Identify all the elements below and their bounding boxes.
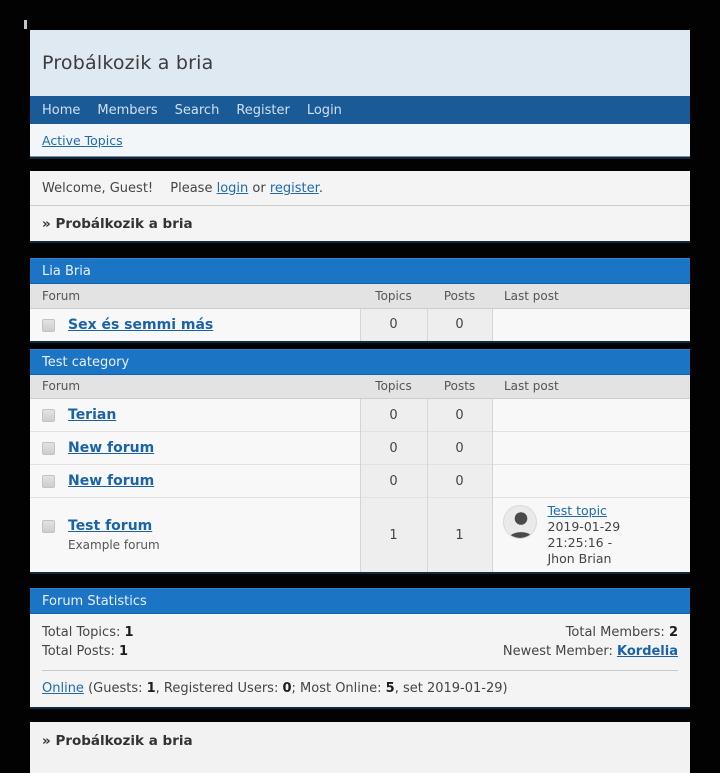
breadcrumb-symbol: »	[42, 216, 51, 232]
last-post-cell	[492, 431, 690, 465]
online-link[interactable]: Online	[42, 681, 84, 696]
breadcrumb-title: Probálkozik a bria	[55, 216, 193, 232]
topics-count: 0	[359, 431, 428, 465]
welcome-or: or	[252, 181, 266, 196]
statistics-header: Forum Statistics	[30, 588, 690, 614]
breadcrumb: » Probálkozik a bria	[30, 206, 690, 241]
posts-count: 0	[426, 431, 493, 465]
forum-status-icon	[42, 475, 55, 488]
column-header-last-post: Last post	[492, 374, 690, 399]
forum-link[interactable]: Sex és semmi más	[68, 316, 214, 333]
column-header-posts: Posts	[427, 374, 492, 399]
newest-member: Newest Member: Kordelia	[502, 644, 678, 659]
table-row: New forum 0 0	[30, 431, 690, 465]
newest-member-link[interactable]: Kordelia	[617, 644, 678, 659]
table-row: New forum 0 0	[30, 464, 690, 498]
category-header: Test category	[30, 348, 690, 375]
forum-link[interactable]: New forum	[68, 440, 155, 456]
nav-item-home[interactable]: Home	[42, 102, 81, 118]
main-navigation: Home Members Search Register Login	[30, 96, 690, 124]
breadcrumb-symbol: »	[42, 733, 51, 749]
active-topics-link[interactable]: Active Topics	[42, 132, 123, 148]
table-header-row: Forum Topics Posts Last post	[30, 284, 690, 309]
posts-count: 1	[426, 497, 493, 572]
column-header-posts: Posts	[427, 284, 492, 309]
statistics-body: Total Topics: 1 Total Posts: 1 Total Mem…	[30, 614, 690, 707]
posts-count: 0	[426, 398, 493, 432]
column-header-topics: Topics	[360, 284, 427, 309]
welcome-period: .	[318, 181, 323, 196]
page-content: Probálkozik a bria Home Members Search R…	[30, 30, 690, 773]
forum-link[interactable]: New forum	[68, 473, 155, 489]
category-test-category: Test category Forum Topics Posts Last po…	[30, 348, 690, 574]
welcome-panel: Welcome, Guest! Please login or register…	[30, 171, 690, 243]
category-lia-bria: Lia Bria Forum Topics Posts Last post Se…	[30, 258, 690, 343]
nav-item-search[interactable]: Search	[174, 102, 220, 118]
column-header-topics: Topics	[360, 374, 427, 399]
login-link[interactable]: login	[216, 181, 249, 196]
breadcrumb-title: Probálkozik a bria	[55, 733, 193, 749]
forum-status-icon	[42, 520, 55, 533]
forum-status-icon	[42, 409, 55, 422]
last-post-topic-link[interactable]: Test topic	[547, 503, 607, 518]
forum-table: Forum Topics Posts Last post Sex és semm…	[30, 284, 690, 341]
online-line: Online (Guests: 1, Registered Users: 0; …	[42, 681, 508, 696]
forum-status-icon	[42, 442, 55, 455]
topics-count: 0	[359, 464, 428, 498]
statistics-divider	[42, 670, 678, 671]
last-post-cell: Test topic 2019-01-29 21:25:16 - Jhon Br…	[492, 497, 690, 572]
masthead: Probálkozik a bria	[30, 30, 690, 96]
avatar	[502, 505, 537, 539]
table-row: Sex és semmi más 0 0	[30, 308, 690, 341]
forum-table: Forum Topics Posts Last post Terian 0 0	[30, 374, 690, 572]
welcome-please: Please	[170, 181, 213, 196]
site-title: Probálkozik a bria	[42, 52, 214, 74]
welcome-line: Welcome, Guest! Please login or register…	[30, 171, 690, 206]
welcome-greeting: Welcome, Guest!	[42, 181, 154, 196]
register-link[interactable]: register	[269, 181, 319, 196]
footer-breadcrumb: » Probálkozik a bria	[30, 722, 690, 773]
posts-count: 0	[426, 308, 493, 341]
total-members: Total Members: 2	[565, 625, 678, 640]
nav-item-login[interactable]: Login	[306, 102, 342, 118]
forum-statistics-panel: Forum Statistics Total Topics: 1 Total P…	[30, 588, 690, 709]
statistics-left-column: Total Topics: 1 Total Posts: 1	[42, 623, 134, 661]
table-header-row: Forum Topics Posts Last post	[30, 374, 690, 399]
last-post-author: Jhon Brian	[547, 551, 612, 566]
column-header-forum: Forum	[30, 374, 360, 399]
nav-item-register[interactable]: Register	[236, 102, 290, 118]
table-row: Test forum Example forum 1 1	[30, 497, 690, 572]
stray-pixel-artifact	[24, 20, 27, 29]
last-post-cell	[492, 398, 690, 432]
forum-link[interactable]: Test forum	[68, 518, 153, 534]
forum-description: Example forum	[68, 538, 160, 552]
statistics-right-column: Total Members: 2 Newest Member: Kordelia	[503, 623, 678, 661]
last-post-cell	[492, 308, 690, 341]
header-block: Probálkozik a bria Home Members Search R…	[30, 30, 690, 159]
category-header: Lia Bria	[30, 258, 690, 284]
last-post-date: 2019-01-29 21:25:16 -	[547, 519, 621, 550]
last-post-cell	[492, 464, 690, 498]
posts-count: 0	[426, 464, 493, 498]
topics-count: 1	[359, 497, 428, 572]
table-row: Terian 0 0	[30, 398, 690, 432]
topics-count: 0	[359, 308, 428, 341]
column-header-forum: Forum	[30, 284, 360, 309]
total-posts: Total Posts: 1	[42, 644, 129, 659]
nav-item-members[interactable]: Members	[97, 102, 158, 118]
column-header-last-post: Last post	[492, 284, 690, 309]
total-topics: Total Topics: 1	[42, 625, 134, 640]
forum-link[interactable]: Terian	[68, 407, 117, 423]
forum-status-icon	[42, 318, 55, 332]
sub-navigation: Active Topics	[30, 124, 690, 157]
topics-count: 0	[359, 398, 428, 432]
